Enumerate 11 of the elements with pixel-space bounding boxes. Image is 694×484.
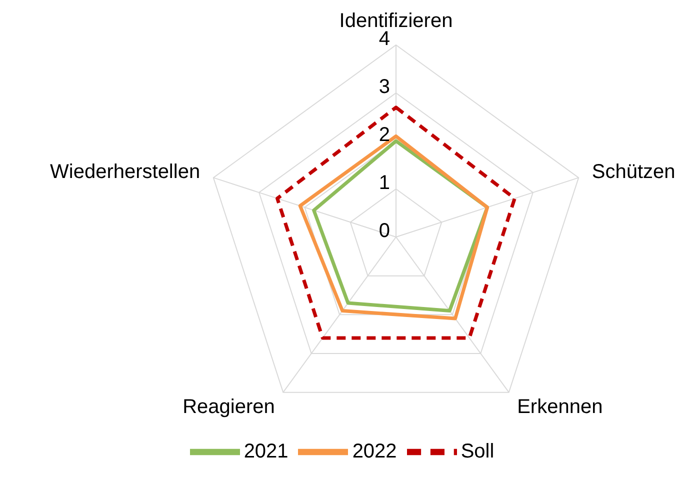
- spoke-label: Wiederherstellen: [50, 161, 200, 184]
- legend-label: 2022: [352, 440, 397, 462]
- spoke-label: Schützen: [592, 161, 676, 184]
- legend-label: 2021: [244, 440, 288, 462]
- y-tick-label: 0: [378, 220, 390, 242]
- y-tick-label: 2: [378, 124, 390, 146]
- spoke-label: Erkennen: [517, 396, 603, 418]
- y-tick-label: 3: [378, 76, 390, 98]
- spoke-label: Reagieren: [182, 396, 275, 418]
- y-tick-label: 1: [378, 172, 390, 194]
- legend-label: Soll: [460, 440, 494, 462]
